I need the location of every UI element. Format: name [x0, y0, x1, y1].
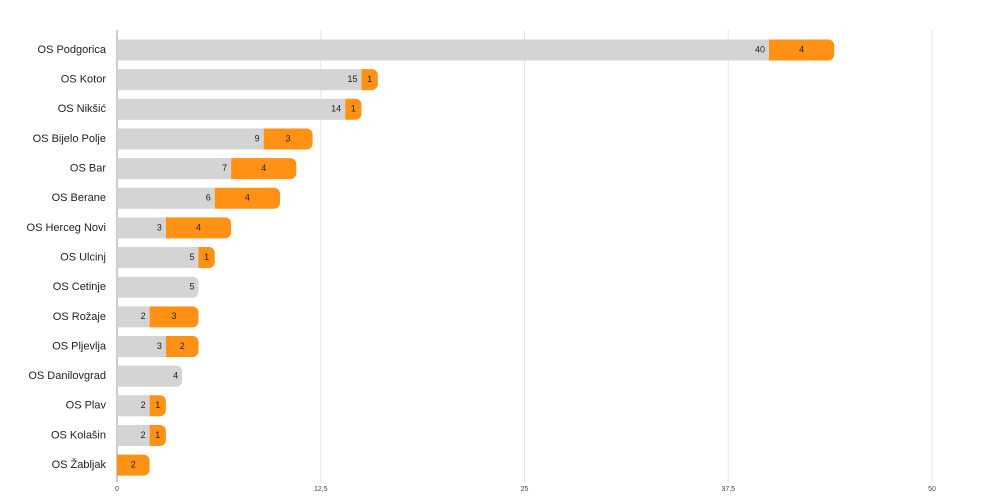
value-label: 4	[799, 44, 804, 54]
bar-segment	[117, 217, 166, 239]
bar-segment	[117, 306, 150, 328]
bar-segment	[117, 365, 183, 387]
x-tick-label: 37,5	[721, 486, 735, 493]
value-label: 2	[131, 459, 136, 469]
bar-segment	[231, 158, 297, 180]
bar-segment	[149, 395, 166, 417]
x-tick-label: 50	[928, 486, 936, 493]
bar-segment	[117, 98, 346, 120]
category-label: OS Bijelo Polje	[33, 133, 106, 145]
value-label: 2	[141, 430, 146, 440]
value-label: 40	[755, 44, 765, 54]
value-label: 3	[172, 311, 177, 321]
value-label: 2	[141, 400, 146, 410]
bar-segment	[117, 187, 215, 209]
value-label: 7	[222, 163, 227, 173]
bar-segment	[117, 395, 150, 417]
bar-segment	[117, 454, 150, 476]
value-label: 15	[347, 74, 357, 84]
bar-segment	[149, 306, 199, 328]
bar-segment	[165, 217, 232, 239]
value-label: 9	[255, 133, 260, 143]
category-label: OS Danilovgrad	[28, 370, 106, 382]
category-label: OS Ulcinj	[60, 251, 106, 263]
bar-segment	[117, 69, 362, 91]
bar-segment	[117, 39, 769, 61]
value-label: 4	[261, 163, 266, 173]
category-label: OS Podgorica	[38, 44, 107, 56]
value-label: 3	[157, 341, 162, 351]
value-label: 5	[189, 252, 194, 262]
category-label: OS Plav	[66, 400, 107, 412]
category-label: OS Herceg Novi	[27, 222, 106, 234]
value-label: 4	[173, 371, 178, 381]
bar-segment	[214, 187, 280, 209]
category-label: OS Žabljak	[52, 458, 107, 471]
bar-segment	[149, 424, 166, 446]
bar-segment	[117, 158, 232, 180]
category-label: OS Bar	[70, 163, 106, 175]
x-tick-label: 12,5	[314, 486, 328, 493]
value-label: 1	[204, 252, 209, 262]
bar-segment	[198, 247, 215, 269]
value-label: 3	[157, 222, 162, 232]
value-label: 1	[367, 74, 372, 84]
x-tick-label: 25	[521, 486, 529, 493]
value-label: 1	[351, 104, 356, 114]
bar-segment	[345, 98, 362, 120]
category-label: OS Kotor	[61, 74, 107, 86]
bar-segment	[769, 39, 835, 61]
bar-segment	[117, 276, 199, 298]
category-label: OS Cetinje	[53, 281, 106, 293]
category-label: OS Rožaje	[53, 311, 106, 323]
category-label: OS Pljevlja	[52, 340, 107, 352]
value-label: 6	[206, 193, 211, 203]
category-label: OS Berane	[52, 192, 106, 204]
value-label: 14	[331, 104, 341, 114]
bar-segment	[117, 128, 264, 150]
value-label: 1	[155, 400, 160, 410]
value-label: 4	[245, 193, 250, 203]
value-label: 1	[155, 430, 160, 440]
value-label: 3	[286, 133, 291, 143]
value-label: 2	[141, 311, 146, 321]
bar-segment	[117, 424, 150, 446]
value-label: 4	[196, 222, 201, 232]
category-label: OS Nikšić	[58, 103, 107, 115]
bar-segment	[117, 247, 199, 269]
bar-segment	[361, 69, 378, 91]
bar-segment	[263, 128, 313, 150]
bar-segment	[165, 336, 199, 357]
x-tick-label: 0	[115, 486, 119, 493]
category-label: OS Kolašin	[51, 429, 106, 441]
value-label: 2	[180, 341, 185, 351]
value-label: 5	[189, 282, 194, 292]
bar-segment	[117, 336, 166, 357]
